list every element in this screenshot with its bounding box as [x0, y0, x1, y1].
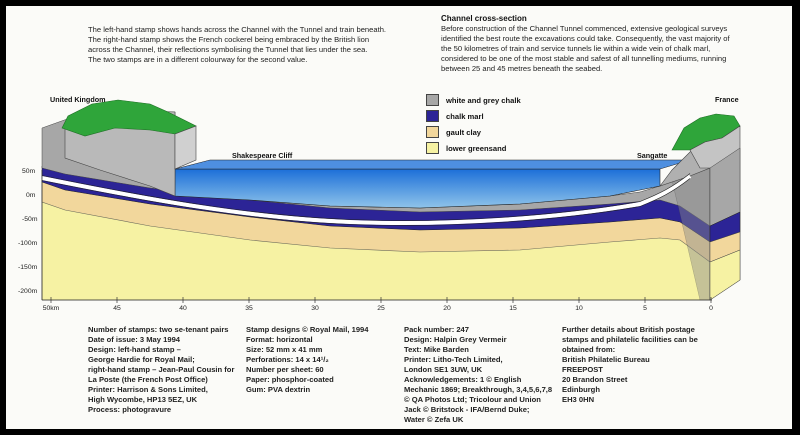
tunnel [41, 174, 692, 226]
details-line: Process: photogravure [88, 405, 172, 414]
legend-label: chalk marl [446, 111, 484, 121]
label-france: France [715, 95, 739, 104]
x-tick-label: 35 [245, 305, 253, 312]
x-tick-label: 20 [443, 305, 451, 312]
y-tick-label: -100m [18, 240, 38, 247]
x-tick-label: 30 [311, 305, 319, 312]
y-tick-label: -50m [22, 216, 38, 223]
legend-label: white and grey chalk [446, 95, 521, 105]
details-line: Format: horizontal [246, 335, 313, 344]
details-column-4: Further details about British postage st… [562, 325, 732, 405]
legend-swatch [426, 142, 439, 154]
details-line: Size: 52 mm x 41 mm [246, 345, 323, 354]
legend-white-grey-chalk: white and grey chalk [426, 93, 521, 107]
sea-surface [174, 159, 691, 170]
details-line: Text: Mike Barden [404, 345, 469, 354]
x-tick-label: 15 [509, 305, 517, 312]
legend-swatch [426, 94, 439, 106]
details-line: Water © Zefa UK [404, 415, 464, 424]
france-block-greensand [709, 249, 741, 301]
label-sangatte: Sangatte [637, 151, 668, 160]
intro-paragraph-2: The two stamps are in a different colour… [88, 55, 308, 64]
details-line: Design: Halpin Grey Vermeir [404, 335, 507, 344]
details-line: Acknowledgements: 1 © English [404, 375, 522, 384]
y-tick-label: -150m [18, 264, 38, 271]
details-line: George Hardie for Royal Mail; [88, 355, 195, 364]
cross-section-text: Before construction of the Channel Tunne… [441, 24, 730, 73]
details-column-3: Pack number: 247 Design: Halpin Grey Ver… [404, 325, 564, 425]
details-line: Jack © Britstock - IFA/Bernd Duke; [404, 405, 530, 414]
details-line: Printer: Litho-Tech Limited, [404, 355, 503, 364]
details-line: obtained from: [562, 345, 616, 354]
x-tick-label: 5 [643, 305, 647, 312]
details-line: FREEPOST [562, 365, 603, 374]
details-line: right-hand stamp – Jean-Paul Cousin for [88, 365, 235, 374]
details-line: Gum: PVA dextrin [246, 385, 311, 394]
cross-section-heading: Channel cross-section [441, 14, 527, 23]
details-line: High Wycombe, HP13 5EZ, UK [88, 395, 198, 404]
details-line: Number per sheet: 60 [246, 365, 324, 374]
details-line: Paper: phosphor-coated [246, 375, 334, 384]
label-shakespeare-cliff: Shakespeare Cliff [232, 151, 293, 160]
legend-gault-clay: gault clay [426, 125, 481, 139]
legend-lower-greensand: lower greensand [426, 141, 506, 155]
uk-land [61, 99, 197, 137]
sea [174, 168, 661, 209]
details-line: Number of stamps: two se-tenant pairs [88, 325, 229, 334]
legend-swatch [426, 126, 439, 138]
intro-paragraph-1: The left-hand stamp shows hands across t… [88, 25, 387, 54]
details-line: Perforations: 14 x 14¹/₂ [246, 355, 329, 364]
x-tick-label: 50km [42, 305, 60, 312]
details-line: Stamp designs © Royal Mail, 1994 [246, 325, 369, 334]
details-line: Design: left-hand stamp – [88, 345, 181, 354]
details-line: Edinburgh [562, 385, 600, 394]
x-tick-label: 25 [377, 305, 385, 312]
details-column-2: Stamp designs © Royal Mail, 1994 Format:… [246, 325, 396, 395]
details-line: London SE1 3UW, UK [404, 365, 483, 374]
tunnel-outline [41, 173, 691, 221]
x-tick-label: 10 [575, 305, 583, 312]
y-tick-label: 50m [22, 168, 36, 175]
x-tick-label: 45 [113, 305, 121, 312]
y-tick-label: 0m [26, 192, 36, 199]
details-line: Date of issue: 3 May 1994 [88, 335, 181, 344]
x-tick-label: 40 [179, 305, 187, 312]
details-line: EH3 0HN [562, 395, 595, 404]
intro-text: The left-hand stamp shows hands across t… [88, 25, 388, 65]
details-line: Further details about British postage [562, 325, 695, 334]
details-line: stamps and philatelic facilities can be [562, 335, 698, 344]
details-line: Pack number: 247 [404, 325, 469, 334]
details-line: 20 Brandon Street [562, 375, 628, 384]
x-tick-label: 0 [709, 305, 713, 312]
legend-swatch [426, 110, 439, 122]
details-line: La Poste (the French Post Office) [88, 375, 208, 384]
cross-section-block: Channel cross-section Before constructio… [441, 14, 741, 74]
legend-label: lower greensand [446, 143, 507, 153]
label-united-kingdom: United Kingdom [50, 95, 106, 104]
uk-cliff-face [174, 125, 197, 170]
x-axis-ticks [50, 297, 712, 303]
legend-chalk-marl: chalk marl [426, 109, 484, 123]
tunnel-outline-lower [41, 178, 691, 226]
y-tick-label: -200m [18, 288, 38, 295]
details-line: Mechanic 1869; Breakthrough, 3,4,5,6,7,8 [404, 385, 553, 394]
details-line: British Philatelic Bureau [562, 355, 650, 364]
details-line: Printer: Harrison & Sons Limited, [88, 385, 208, 394]
details-column-1: Number of stamps: two se-tenant pairs Da… [88, 325, 238, 415]
legend-label: gault clay [446, 127, 482, 137]
details-line: © QA Photos Ltd; Tricolour and Union [404, 395, 541, 404]
